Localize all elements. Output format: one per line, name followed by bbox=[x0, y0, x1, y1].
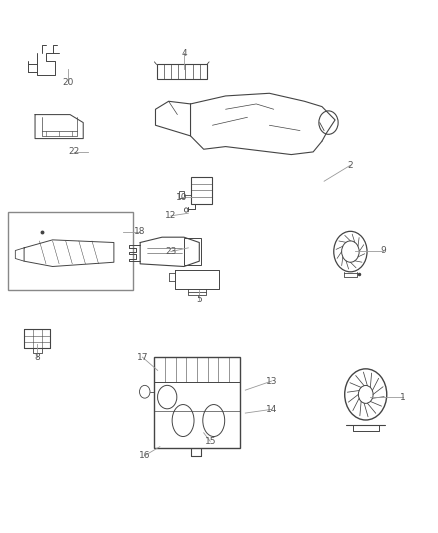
Text: 22: 22 bbox=[69, 148, 80, 156]
Bar bbox=[8, 212, 133, 290]
Bar bbox=[156, 64, 207, 79]
Text: 12: 12 bbox=[165, 212, 177, 220]
Text: 2: 2 bbox=[348, 161, 353, 169]
Text: 15: 15 bbox=[205, 437, 216, 446]
Text: 1: 1 bbox=[400, 393, 406, 401]
Text: 13: 13 bbox=[266, 377, 277, 385]
Bar bbox=[191, 177, 212, 204]
Text: 9: 9 bbox=[380, 246, 386, 255]
Text: 10: 10 bbox=[176, 193, 187, 201]
Text: 4: 4 bbox=[181, 49, 187, 58]
Bar bbox=[184, 238, 201, 265]
Bar bbox=[154, 357, 240, 448]
Text: 16: 16 bbox=[139, 451, 150, 460]
Text: 14: 14 bbox=[266, 405, 277, 414]
Text: 8: 8 bbox=[34, 353, 40, 361]
Bar bbox=[179, 191, 184, 198]
Text: 23: 23 bbox=[165, 247, 177, 256]
Text: 20: 20 bbox=[62, 78, 74, 87]
Text: 17: 17 bbox=[137, 353, 148, 361]
Text: 5: 5 bbox=[196, 295, 202, 304]
Text: 18: 18 bbox=[134, 228, 146, 236]
